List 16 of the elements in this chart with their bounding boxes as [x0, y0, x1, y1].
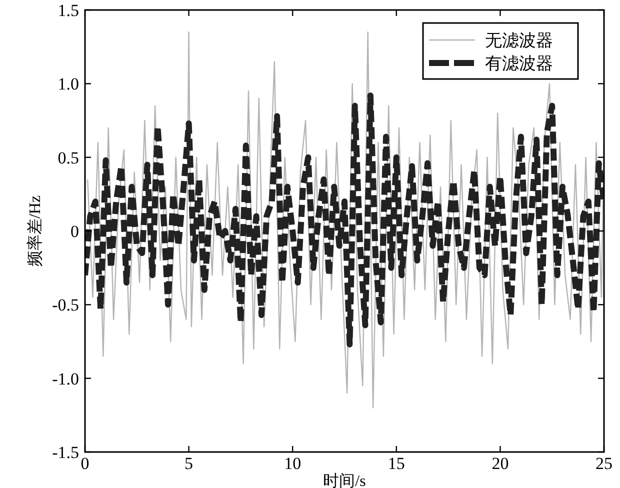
x-tick-label: 5 [184, 454, 194, 473]
legend-label: 有滤波器 [485, 54, 553, 73]
y-tick-label: -1.0 [52, 369, 79, 388]
x-tick-label: 25 [596, 454, 612, 473]
x-tick-label: 10 [284, 454, 302, 473]
x-tick-label: 20 [492, 454, 509, 473]
legend-label: 无滤波器 [485, 31, 553, 50]
x-tick-label: 15 [388, 454, 405, 473]
y-tick-label: 1.0 [58, 74, 79, 94]
y-tick-label: -0.5 [52, 296, 79, 315]
y-tick-label: 1.5 [58, 1, 79, 20]
y-tick-label: 0 [70, 222, 79, 241]
y-tick-label: -1.5 [52, 443, 79, 462]
y-axis-title: 频率差/Hz [26, 195, 44, 267]
x-axis-title: 时间/s [323, 472, 366, 488]
y-tick-label: 0.5 [58, 148, 79, 168]
